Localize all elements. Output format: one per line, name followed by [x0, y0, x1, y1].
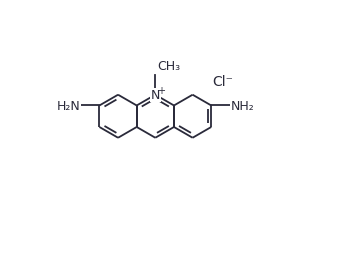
Text: H₂N: H₂N: [56, 100, 80, 113]
Text: N: N: [151, 89, 160, 102]
Text: NH₂: NH₂: [231, 100, 254, 113]
Text: CH₃: CH₃: [157, 60, 181, 73]
Text: Cl⁻: Cl⁻: [212, 75, 233, 89]
Text: +: +: [157, 86, 165, 96]
